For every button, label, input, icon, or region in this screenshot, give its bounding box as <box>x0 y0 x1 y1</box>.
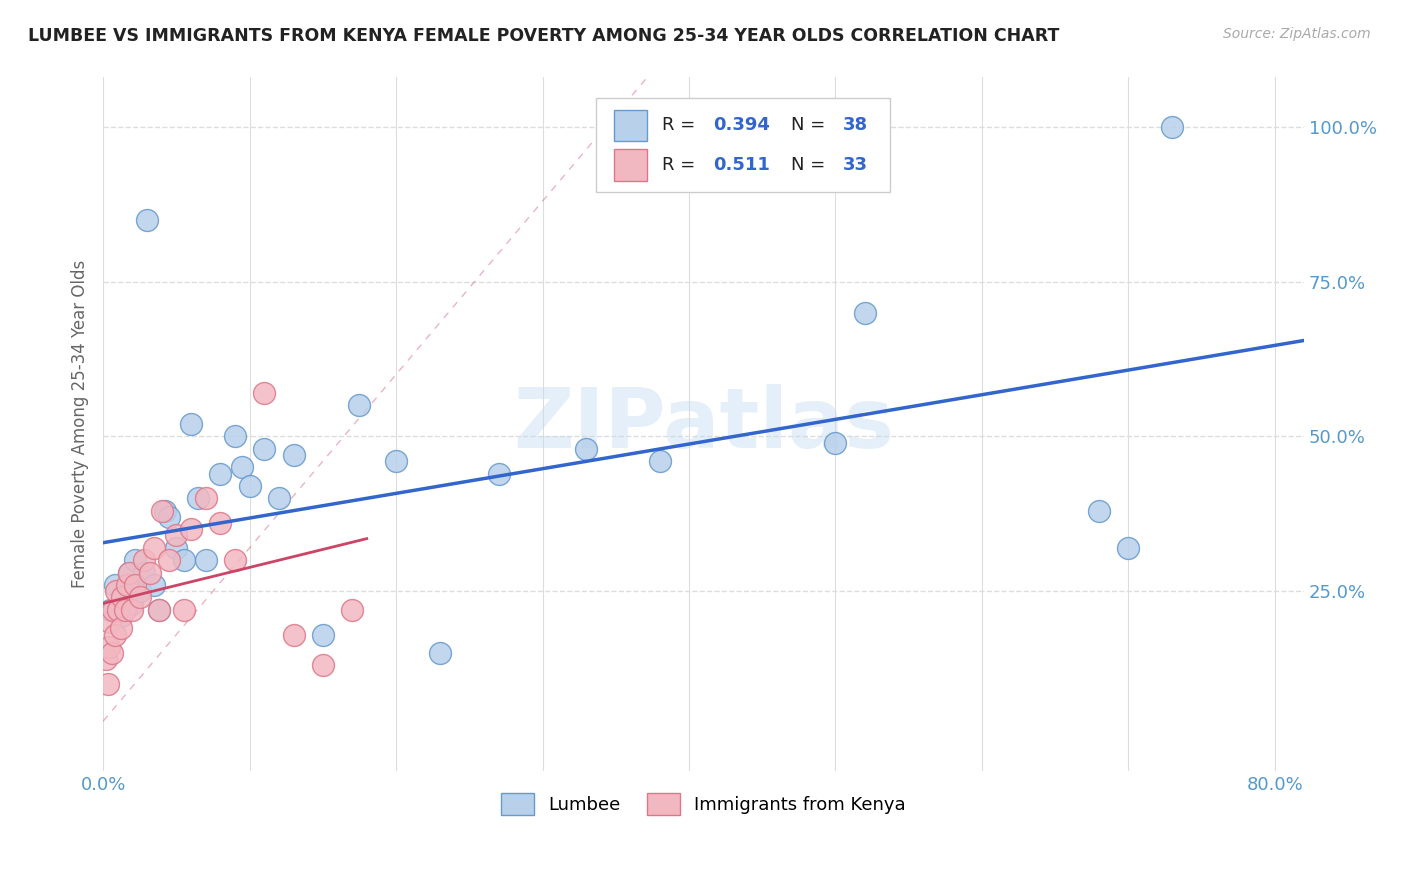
Point <box>105 584 128 599</box>
Point <box>118 566 141 580</box>
Point <box>150 504 173 518</box>
Point <box>128 591 150 605</box>
Point <box>114 591 136 605</box>
Point <box>157 509 180 524</box>
Point <box>121 603 143 617</box>
Point <box>340 603 363 617</box>
Point <box>115 578 138 592</box>
Point <box>1088 504 1111 518</box>
Point <box>104 627 127 641</box>
Point <box>139 566 162 580</box>
Point <box>194 553 217 567</box>
Point <box>180 417 202 431</box>
Point <box>100 615 122 629</box>
Point <box>148 603 170 617</box>
Point <box>575 442 598 456</box>
Point <box>173 553 195 567</box>
Point <box>253 442 276 456</box>
Point <box>121 597 143 611</box>
Point <box>101 646 124 660</box>
FancyBboxPatch shape <box>613 110 647 141</box>
Point <box>209 467 232 481</box>
Point <box>104 578 127 592</box>
Point <box>853 306 876 320</box>
Point <box>180 522 202 536</box>
Point <box>165 541 187 555</box>
Point <box>103 603 125 617</box>
FancyBboxPatch shape <box>596 98 890 192</box>
Point <box>96 677 118 691</box>
Point <box>165 528 187 542</box>
Point <box>134 553 156 567</box>
Point <box>114 603 136 617</box>
Point <box>128 584 150 599</box>
Point <box>153 504 176 518</box>
Point <box>224 429 246 443</box>
Point <box>267 491 290 506</box>
Point <box>312 627 335 641</box>
Text: ZIPatlas: ZIPatlas <box>513 384 894 465</box>
Text: 38: 38 <box>844 116 868 134</box>
Point <box>187 491 209 506</box>
Point <box>110 609 132 624</box>
Point <box>173 603 195 617</box>
Point <box>253 386 276 401</box>
Point <box>224 553 246 567</box>
Point <box>312 658 335 673</box>
FancyBboxPatch shape <box>613 149 647 180</box>
Y-axis label: Female Poverty Among 25-34 Year Olds: Female Poverty Among 25-34 Year Olds <box>72 260 89 588</box>
Point <box>110 621 132 635</box>
Point <box>94 652 117 666</box>
Text: 0.394: 0.394 <box>713 116 770 134</box>
Point <box>648 454 671 468</box>
Point <box>143 541 166 555</box>
Text: R =: R = <box>662 116 700 134</box>
Text: N =: N = <box>792 156 831 174</box>
Point <box>488 467 510 481</box>
Text: 33: 33 <box>844 156 868 174</box>
Point <box>100 603 122 617</box>
Point <box>124 553 146 567</box>
Point <box>239 479 262 493</box>
Point <box>1161 120 1184 134</box>
Point <box>283 448 305 462</box>
Point <box>194 491 217 506</box>
Point <box>157 553 180 567</box>
Text: LUMBEE VS IMMIGRANTS FROM KENYA FEMALE POVERTY AMONG 25-34 YEAR OLDS CORRELATION: LUMBEE VS IMMIGRANTS FROM KENYA FEMALE P… <box>28 27 1060 45</box>
Point <box>349 399 371 413</box>
Point <box>134 566 156 580</box>
Point <box>1118 541 1140 555</box>
Point <box>143 578 166 592</box>
Text: Source: ZipAtlas.com: Source: ZipAtlas.com <box>1223 27 1371 41</box>
Point <box>429 646 451 660</box>
Point <box>283 627 305 641</box>
Text: 0.511: 0.511 <box>713 156 770 174</box>
Point <box>136 212 159 227</box>
Point <box>231 460 253 475</box>
Point <box>118 566 141 580</box>
Point <box>209 516 232 530</box>
Point <box>98 640 121 654</box>
Text: N =: N = <box>792 116 831 134</box>
Point <box>148 603 170 617</box>
Point <box>111 591 134 605</box>
Point <box>824 435 846 450</box>
Point <box>107 603 129 617</box>
Legend: Lumbee, Immigrants from Kenya: Lumbee, Immigrants from Kenya <box>492 784 915 824</box>
Point <box>124 578 146 592</box>
Text: R =: R = <box>662 156 706 174</box>
Point <box>385 454 408 468</box>
